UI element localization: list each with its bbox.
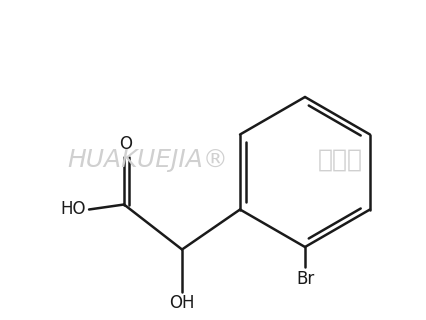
Text: OH: OH <box>169 294 195 313</box>
Text: 化学加: 化学加 <box>317 148 363 172</box>
Text: HO: HO <box>60 201 86 219</box>
Text: O: O <box>120 134 132 153</box>
Text: HUAKUEJIA®: HUAKUEJIA® <box>68 148 228 172</box>
Text: Br: Br <box>296 270 314 288</box>
